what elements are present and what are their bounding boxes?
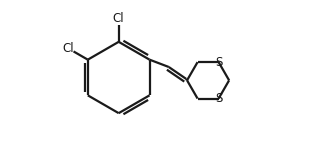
Text: S: S: [215, 56, 222, 69]
Text: S: S: [215, 92, 222, 105]
Text: Cl: Cl: [62, 42, 74, 55]
Text: Cl: Cl: [113, 13, 125, 25]
